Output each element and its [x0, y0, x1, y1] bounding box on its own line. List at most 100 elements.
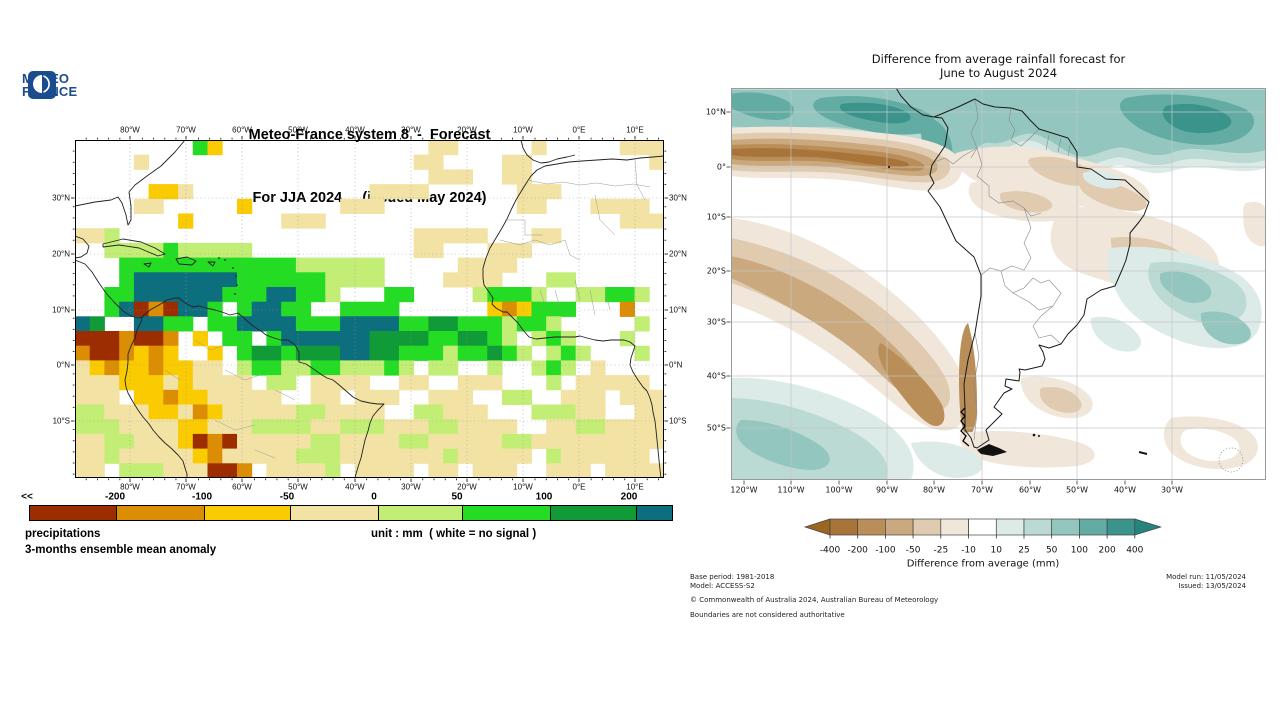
anomaly-cell	[502, 433, 518, 450]
anomaly-cell	[546, 228, 562, 244]
anomaly-cell	[310, 419, 326, 435]
anomaly-cell	[472, 463, 488, 478]
anomaly-cell	[192, 331, 208, 347]
coastline	[102, 238, 166, 257]
anomaly-cell	[487, 463, 503, 478]
anomaly-cell	[133, 154, 150, 170]
anomaly-cell	[104, 389, 120, 405]
anomaly-cell	[560, 404, 577, 420]
anomaly-cell	[119, 463, 135, 478]
anomaly-cell	[369, 360, 385, 376]
anomaly-cell	[634, 345, 650, 361]
anomaly-cell	[546, 360, 562, 376]
anomaly-cell	[222, 375, 238, 391]
right-map-y-tick: 10°S	[706, 212, 726, 222]
anomaly-cell	[295, 287, 312, 303]
left-map-layers	[75, 140, 664, 478]
anomaly-cell	[266, 272, 282, 288]
anomaly-cell	[619, 433, 635, 450]
anomaly-cell	[546, 448, 562, 464]
anomaly-cell	[148, 198, 164, 214]
anomaly-cell	[634, 433, 650, 450]
anomaly-cell	[266, 419, 282, 435]
colorbar-segment	[637, 506, 672, 520]
country-border	[973, 332, 980, 441]
anomaly-cell	[457, 389, 473, 405]
anomaly-cell	[281, 287, 297, 303]
falkland-islands	[1032, 433, 1036, 437]
anomaly-cell	[295, 345, 312, 361]
country-border	[1045, 134, 1072, 157]
anomaly-cell	[89, 316, 105, 332]
anomaly-cell	[354, 316, 370, 332]
left-map-x-tick-top: 40°W	[345, 125, 365, 135]
contour-fill	[1039, 386, 1082, 413]
anomaly-cell	[237, 331, 253, 347]
anomaly-cell	[605, 287, 621, 303]
anomaly-cell	[222, 448, 238, 464]
anomaly-cell	[649, 404, 664, 420]
anomaly-cell	[340, 257, 356, 273]
anomaly-cell	[266, 331, 282, 347]
left-map-x-tick-top: 70°W	[176, 125, 196, 135]
left-map-x-tick-bottom: 0°E	[572, 482, 586, 492]
anomaly-cell	[148, 301, 164, 317]
anomaly-cell	[163, 404, 179, 420]
anomaly-cell	[310, 404, 326, 420]
anomaly-cell	[178, 389, 194, 405]
anomaly-cell	[133, 375, 150, 391]
anomaly-cell	[75, 404, 91, 420]
anomaly-cell	[575, 463, 591, 478]
left-map-x-tick-bottom: 10°E	[626, 482, 644, 492]
anomaly-cell	[75, 316, 91, 332]
anomaly-cell	[590, 287, 606, 303]
left-map-x-tick-top: 60°W	[232, 125, 252, 135]
anomaly-cell	[560, 301, 577, 317]
coastline	[141, 297, 385, 478]
anomaly-cell	[413, 345, 429, 361]
anomaly-cell	[472, 345, 488, 361]
anomaly-cell	[325, 287, 341, 303]
anomaly-cell	[325, 257, 341, 273]
anomaly-cell	[281, 419, 297, 435]
anomaly-cell	[222, 404, 238, 420]
anomaly-cell	[222, 331, 238, 347]
anomaly-cell	[516, 287, 532, 303]
anomaly-cell	[472, 448, 488, 464]
left-map-x-tick-bottom: 40°W	[345, 482, 365, 492]
anomaly-cell	[310, 345, 326, 361]
anomaly-cell	[222, 389, 238, 405]
left-map-frame	[75, 140, 664, 478]
contour-fill	[911, 441, 983, 478]
anomaly-cell	[133, 272, 150, 288]
anomaly-cell	[546, 272, 562, 288]
anomaly-cell	[237, 257, 253, 273]
anomaly-cell	[75, 375, 91, 391]
coastline	[927, 98, 1150, 449]
left-map-x-tick-top: 50°W	[288, 125, 308, 135]
right-map-y-tick: 20°S	[706, 266, 726, 276]
anomaly-cell	[340, 331, 356, 347]
anomaly-cell	[295, 463, 312, 478]
right-colorbar-label: 10	[990, 545, 1002, 556]
anomaly-cell	[457, 272, 473, 288]
right-colorbar-label: -100	[875, 545, 896, 556]
anomaly-cell	[222, 419, 238, 435]
anomaly-cell	[119, 331, 135, 347]
anomaly-cell	[104, 287, 120, 303]
right-map-x-tick: 110°W	[777, 485, 805, 495]
right-colorbar-label: 25	[1018, 545, 1030, 556]
anomaly-cell	[457, 448, 473, 464]
anomaly-cell	[398, 360, 415, 376]
anomaly-cell	[649, 463, 664, 478]
anomaly-cell	[340, 419, 356, 435]
anomaly-cell	[590, 389, 606, 405]
colorbar-segment	[995, 518, 1025, 536]
right-map-title: Difference from average rainfall forecas…	[731, 52, 1266, 80]
anomaly-cell	[354, 272, 370, 288]
colorbar-segment	[379, 506, 463, 520]
left-map-x-tick-bottom: 50°W	[288, 482, 308, 492]
anomaly-cell	[354, 419, 370, 435]
right-map-x-tick: 90°W	[875, 485, 899, 495]
anomaly-cell	[237, 316, 253, 332]
